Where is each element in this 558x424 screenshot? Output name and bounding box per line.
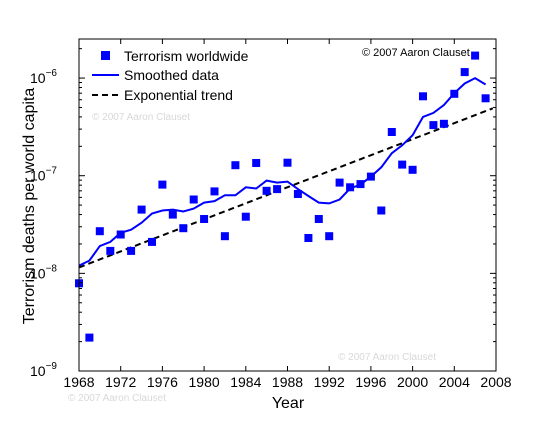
data-point [231,161,240,170]
smooth-layer [78,76,487,267]
legend: Terrorism worldwide Smoothed data Expone… [92,48,249,103]
data-point [210,187,219,196]
data-point [95,227,104,236]
data-point [481,94,490,103]
data-point [137,205,146,214]
data-point [356,180,365,189]
data-point [127,246,136,255]
x-tick-label: 2000 [397,374,428,390]
data-point [283,158,292,167]
axes: 1968 1972 1976 1980 1984 1988 1992 1996 2000 2004… [30,38,512,390]
data-point [346,183,355,192]
data-point [387,128,396,136]
x-tick-label: 2004 [439,374,470,390]
y-tick-label: 10−8 [30,263,57,281]
data-point [189,195,198,204]
marker-layer [75,51,490,342]
data-point [116,230,125,239]
x-axis-title: Year [272,395,305,412]
trend-layer [78,107,494,269]
x-tick-label: 2008 [480,374,511,390]
data-point [179,224,188,233]
legend-label-terrorism: Terrorism worldwide [124,48,249,64]
legend-marker-terrorism [101,51,110,60]
data-point [366,172,375,181]
data-point [252,159,261,167]
x-tick-label: 1996 [355,374,386,390]
legend-label-smoothed: Smoothed data [124,67,219,83]
legend-label-trend: Exponential trend [124,87,233,103]
data-point [429,121,438,130]
data-point [325,232,334,241]
data-point [85,333,94,342]
y-tick-label: 10−6 [30,68,57,86]
x-tick-label: 1968 [63,374,94,390]
x-tick-label: 1984 [230,374,261,390]
data-point [293,190,302,198]
data-point [450,89,459,98]
data-point [106,246,115,255]
watermark-left-upper: © 2007 Aaron Clauset [92,112,190,123]
data-point [220,232,229,241]
data-point [148,237,156,246]
data-point [168,210,177,219]
x-tick-label: 1992 [314,374,345,390]
x-tick-label: 1976 [147,374,178,390]
watermark-bottom-left: © 2007 Aaron Clauset [68,393,166,404]
y-axis-title: Terrorism deaths per world capita [21,88,38,325]
watermark-right-lower: © 2007 Aaron Clauset [338,352,436,363]
y-tick-label: 10−9 [30,361,57,379]
x-tick-label: 1972 [105,374,136,390]
data-point [158,180,167,189]
data-point [439,119,448,128]
data-point [200,215,209,223]
data-point [398,160,407,169]
data-point [471,51,480,60]
x-tick-label: 1988 [272,374,303,390]
trend-line [78,107,494,269]
data-point [408,165,417,174]
data-point [419,92,427,101]
data-point [377,206,386,215]
data-point [304,234,313,242]
data-point [241,212,250,221]
y-tick-label: 10−7 [30,166,57,184]
credit-text: © 2007 Aaron Clauset [362,47,470,59]
data-point [335,178,344,187]
x-tick-label: 1980 [189,374,220,390]
data-point [262,186,271,195]
data-point [314,215,323,223]
smoothed-line [78,76,487,267]
data-point [460,68,469,77]
data-point [273,185,282,194]
